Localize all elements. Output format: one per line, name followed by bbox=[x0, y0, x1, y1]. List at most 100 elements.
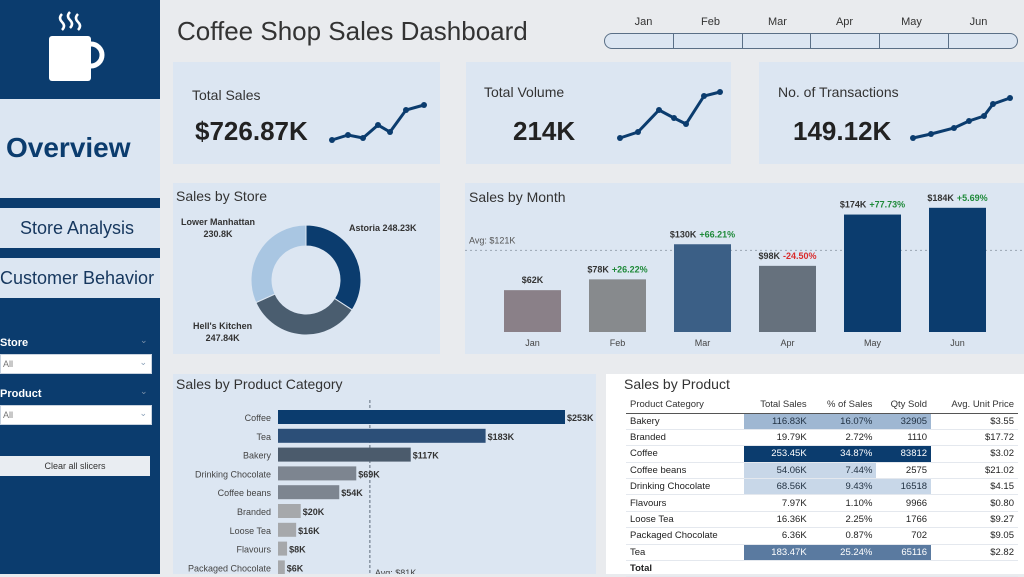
table-row[interactable]: Tea 183.47K 25.24% 65116 $2.82 bbox=[626, 544, 1018, 562]
table-cell: 702 bbox=[876, 527, 932, 545]
kpi-label: Total Volume bbox=[484, 84, 565, 100]
chevron-down-icon[interactable]: ⌄ bbox=[140, 335, 148, 345]
table-cell: 16.36K bbox=[743, 511, 811, 529]
month-segment[interactable] bbox=[880, 34, 950, 48]
table-cell: $3.55 bbox=[931, 413, 1018, 430]
column-header[interactable]: Total Sales bbox=[743, 397, 811, 414]
product-slicer-value: All bbox=[3, 410, 14, 420]
category-bar[interactable] bbox=[278, 447, 411, 462]
month-segment[interactable] bbox=[949, 34, 1017, 48]
month-segment[interactable] bbox=[674, 34, 743, 48]
category-bar[interactable] bbox=[278, 560, 285, 574]
panel-title: Sales by Product Category bbox=[176, 376, 343, 392]
bar-data-label: $62K bbox=[522, 275, 544, 285]
table-row[interactable]: Loose Tea 16.36K 2.25% 1766 $9.27 bbox=[626, 511, 1018, 529]
customer-behavior-button[interactable]: Customer Behavior bbox=[0, 258, 160, 298]
chevron-down-icon: ⌄ bbox=[139, 408, 147, 418]
table-row[interactable]: Coffee beans 54.06K 7.44% 2575 $21.02 bbox=[626, 462, 1018, 480]
bar-data-label: $98K -24.50% bbox=[758, 251, 816, 261]
column-header[interactable]: Product Category bbox=[626, 397, 744, 414]
bar-data-label: $253K bbox=[567, 413, 594, 423]
bar-data-label: $69K bbox=[358, 469, 380, 479]
chevron-down-icon[interactable]: ⌄ bbox=[140, 386, 148, 396]
bar-data-label: $117K bbox=[413, 451, 440, 461]
bar-data-label: $6K bbox=[287, 563, 304, 573]
donut-slice-hell-s-kitchen[interactable] bbox=[255, 293, 353, 336]
category-bar[interactable] bbox=[278, 466, 357, 481]
table-row[interactable]: Branded 19.79K 2.72% 1110 $17.72 bbox=[626, 429, 1018, 447]
month-bar[interactable] bbox=[759, 265, 816, 332]
table-cell: 9966 bbox=[876, 494, 932, 512]
table-cell: 183.47K bbox=[743, 544, 811, 562]
month-segment[interactable] bbox=[743, 34, 812, 48]
month-slider-track[interactable] bbox=[604, 33, 1018, 49]
product-table: Product Category Total Sales% of Sales Qty… bbox=[626, 397, 1018, 577]
table-row[interactable]: Coffee 253.45K 34.87% 83812 $3.02 bbox=[626, 445, 1018, 463]
table-cell: $17.72 bbox=[931, 429, 1018, 447]
donut-slice-lower-manhattan[interactable] bbox=[250, 224, 307, 304]
bar-change: +66.21% bbox=[699, 229, 735, 239]
table-cell: 9.43% bbox=[810, 478, 877, 496]
table-row[interactable]: Drinking Chocolate 68.56K 9.43% 16518 $4.15 bbox=[626, 478, 1018, 496]
sales-by-category-panel: Sales by Product Category Avg: $81K Coffe… bbox=[173, 374, 596, 574]
table-cell: 7.44% bbox=[810, 462, 877, 480]
product-slicer[interactable]: All ⌄ bbox=[0, 405, 152, 425]
table-cell bbox=[743, 560, 811, 577]
table-row[interactable]: Bakery 116.83K 16.07% 32905 $3.55 bbox=[626, 413, 1018, 430]
table-cell: $3.02 bbox=[931, 445, 1018, 463]
bar-data-label: $16K bbox=[298, 526, 320, 536]
category-bar[interactable] bbox=[278, 485, 340, 500]
month-bar[interactable] bbox=[674, 244, 731, 332]
sales-by-product-panel: Sales by Product Product Category Total S… bbox=[606, 374, 1024, 577]
store-analysis-button[interactable]: Store Analysis bbox=[0, 208, 160, 248]
table-cell: 16.07% bbox=[810, 413, 877, 430]
product-table-wrap: Product Category Total Sales% of Sales Qty… bbox=[626, 397, 1018, 577]
divider bbox=[0, 198, 160, 206]
y-tick-label: Drinking Chocolate bbox=[195, 469, 271, 479]
table-cell bbox=[810, 560, 877, 577]
table-cell: 2.72% bbox=[810, 429, 877, 447]
table-cell: Coffee bbox=[626, 445, 744, 463]
table-cell: Bakery bbox=[626, 413, 744, 430]
column-header[interactable]: Avg. Unit Price bbox=[931, 397, 1018, 414]
column-header[interactable]: Qty Sold bbox=[876, 397, 932, 414]
month-segment[interactable] bbox=[605, 34, 674, 48]
x-tick-label: Feb bbox=[610, 338, 626, 348]
y-tick-label: Tea bbox=[256, 432, 271, 442]
category-bar[interactable] bbox=[278, 428, 486, 443]
x-tick-label: Jun bbox=[950, 338, 965, 348]
y-tick-label: Flavours bbox=[236, 545, 271, 555]
table-cell: 2575 bbox=[876, 462, 932, 480]
table-cell bbox=[876, 560, 932, 577]
month-bar[interactable] bbox=[929, 207, 986, 332]
clear-slicers-button[interactable]: Clear all slicers bbox=[0, 456, 150, 476]
table-cell: 32905 bbox=[876, 413, 932, 430]
table-cell: 34.87% bbox=[810, 445, 877, 463]
month-bar[interactable] bbox=[589, 279, 646, 332]
month-bar[interactable] bbox=[844, 214, 901, 332]
category-bar[interactable] bbox=[278, 410, 565, 424]
table-row[interactable]: Packaged Chocolate 6.36K 0.87% 702 $9.05 bbox=[626, 527, 1018, 545]
bar-change: +5.69% bbox=[957, 193, 988, 203]
table-cell: 2.25% bbox=[810, 511, 877, 529]
kpi-card-transactions: No. of Transactions 149.12K bbox=[759, 62, 1024, 164]
store-slicer[interactable]: All ⌄ bbox=[0, 354, 152, 374]
table-cell: $9.27 bbox=[931, 511, 1018, 529]
category-bar[interactable] bbox=[278, 504, 301, 518]
column-header[interactable]: % of Sales bbox=[810, 397, 877, 414]
month-bar[interactable] bbox=[504, 290, 561, 332]
month-segment[interactable] bbox=[811, 34, 881, 48]
table-row[interactable]: Flavours 7.97K 1.10% 9966 $0.80 bbox=[626, 494, 1018, 512]
donut-slice-astoria[interactable] bbox=[305, 224, 362, 311]
table-cell: 25.24% bbox=[810, 544, 877, 562]
category-bar[interactable] bbox=[278, 522, 297, 537]
month-label-apr: Apr bbox=[835, 16, 854, 28]
bar-data-label: $130K +66.21% bbox=[670, 229, 735, 239]
logo bbox=[0, 0, 160, 99]
category-bar[interactable] bbox=[278, 541, 288, 556]
month-label-mar: Mar bbox=[768, 16, 787, 28]
bar-data-label: $184K +5.69% bbox=[927, 193, 987, 203]
table-cell: 16518 bbox=[876, 478, 932, 496]
table-cell: 54.06K bbox=[743, 462, 811, 480]
